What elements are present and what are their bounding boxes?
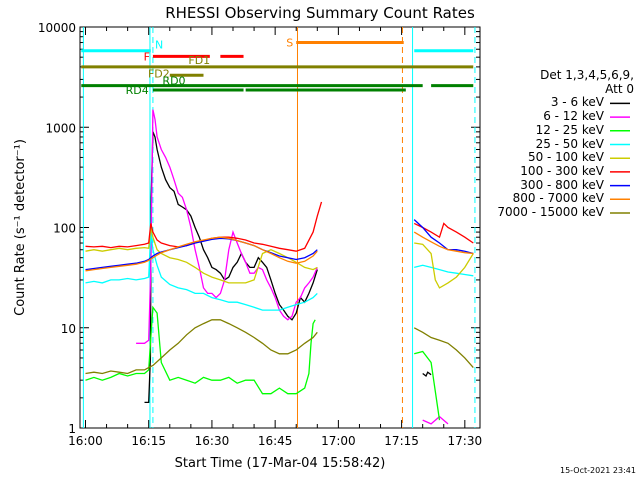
legend-item: 25 - 50 keV [535, 136, 604, 151]
series-line [414, 264, 474, 277]
legend-header: Det 1,3,4,5,6,9, [540, 68, 634, 82]
series-line [414, 242, 474, 289]
series-line [85, 232, 318, 311]
x-axis-label: Start Time (17-Mar-04 15:58:42) [175, 456, 386, 471]
x-tick-label: 16:00 [68, 434, 103, 448]
series-line [422, 371, 432, 378]
y-tick-label: 10000 [38, 21, 76, 35]
legend-item: 300 - 800 keV [520, 177, 604, 192]
flag-label-fd1: FD1 [188, 54, 210, 67]
series-line [144, 131, 318, 404]
series-line [413, 327, 474, 369]
flag-label-fd2: FD2 [148, 67, 170, 80]
series-line [85, 305, 316, 395]
y-axis-label: Count Rate (s⁻¹ detector⁻¹) [13, 139, 28, 316]
x-tick-label: 17:15 [384, 434, 419, 448]
series-line [85, 201, 323, 252]
legend-item: 50 - 100 keV [527, 150, 604, 165]
flag-label-f: F [144, 50, 150, 63]
x-tick-label: 16:15 [131, 434, 166, 448]
legend-item: 3 - 6 keV [550, 95, 604, 110]
series-line [413, 219, 474, 255]
flag-label-rd0: RD0 [162, 75, 185, 88]
series-line [422, 415, 449, 425]
series-line [414, 350, 441, 421]
series-line [85, 237, 318, 271]
legend-item: 800 - 7000 keV [512, 191, 604, 206]
y-tick-label: 100 [53, 222, 76, 236]
legend-item: 12 - 25 keV [535, 122, 604, 137]
legend-header: Att 0 [605, 81, 634, 96]
x-tick-label: 17:30 [448, 434, 483, 448]
legend-item: 100 - 300 keV [520, 163, 604, 178]
x-tick-label: 17:00 [321, 434, 356, 448]
series-line [85, 319, 318, 375]
x-tick-label: 16:45 [258, 434, 293, 448]
chart-title: RHESSI Observing Summary Count Rates [165, 4, 475, 22]
series-line [85, 227, 318, 284]
series-line [85, 236, 318, 272]
flag-label-s: S [286, 37, 293, 50]
flag-label-n: N [155, 39, 163, 52]
series-line [413, 231, 474, 255]
series-line [413, 222, 474, 244]
y-tick-label: 1000 [45, 121, 76, 135]
footer-date: 15-Oct-2021 23:41 [560, 466, 636, 475]
flag-label-rd4: RD4 [126, 84, 149, 97]
y-tick-label: 10 [61, 322, 76, 336]
legend-item: 6 - 12 keV [543, 109, 604, 124]
series-line [136, 109, 318, 344]
x-tick-label: 16:30 [195, 434, 230, 448]
y-tick-label: 1 [68, 422, 76, 436]
legend-item: 7000 - 15000 keV [497, 205, 604, 219]
